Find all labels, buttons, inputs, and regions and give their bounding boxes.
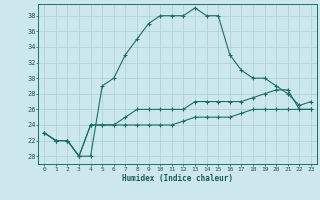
X-axis label: Humidex (Indice chaleur): Humidex (Indice chaleur) (122, 174, 233, 183)
